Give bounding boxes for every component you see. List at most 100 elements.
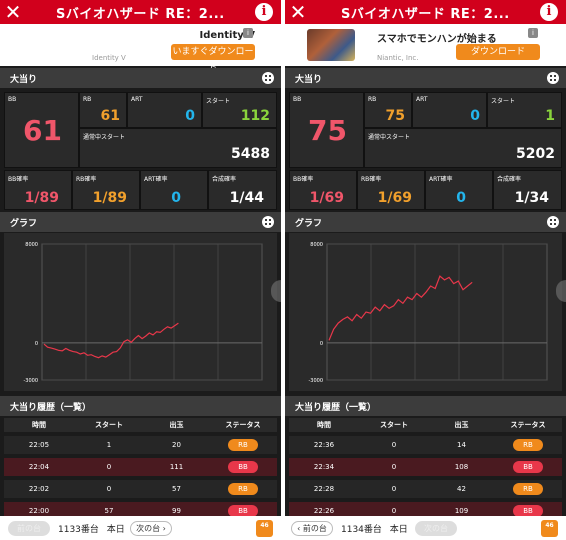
grid-menu-icon[interactable] (262, 72, 274, 84)
machine-number-text: 1133番台 (58, 525, 99, 535)
rb-count: 75 (385, 108, 405, 124)
rb-count-cell: RB 75 (364, 92, 412, 128)
history-section-title: 大当り履歴（一覧） (295, 402, 377, 413)
machine-number: 1134番台 本日 (341, 522, 408, 535)
prev-machine-button[interactable]: ‹ 前の台 (291, 521, 333, 536)
row-payout: 20 (172, 441, 181, 449)
status-badge: BB (228, 505, 258, 517)
bb-count: 61 (23, 114, 62, 147)
graph-section-title: グラフ (10, 218, 38, 229)
bb-prob-cell: BB確率 1/89 (4, 170, 72, 210)
prev-machine-button[interactable]: 前の台 (8, 521, 50, 536)
day-label: 本日 (389, 525, 408, 535)
table-row: 22:36 0 14 RB (289, 436, 562, 454)
slump-graph-svg: 8000 0 -3000 (23, 242, 263, 384)
total-prob-cell: 合成確率 1/44 (208, 170, 277, 210)
status-badge: BB (513, 505, 543, 517)
bb-prob-label: BB確率 (293, 176, 314, 183)
page-title: Sバイオハザード RE：2... (56, 6, 225, 22)
graph-section-title: グラフ (295, 218, 323, 229)
machine-number: 1133番台 本日 (58, 522, 125, 535)
ad-info-icon[interactable]: i (528, 28, 538, 38)
row-status: BB (494, 502, 562, 520)
start-count: 1 (545, 108, 555, 124)
info-icon[interactable]: i (255, 3, 273, 21)
grid-menu-icon[interactable] (547, 216, 559, 228)
status-badge: BB (228, 461, 258, 473)
row-payout: 111 (169, 463, 184, 471)
ad-title: スマホでモンハンが始まる (377, 34, 497, 45)
col-status: ステータス (225, 421, 261, 429)
status-badge: RB (228, 439, 258, 451)
col-time: 時間 (32, 421, 46, 429)
bonus-section-title: 大当り (10, 74, 38, 85)
rb-count: 61 (100, 108, 120, 124)
normal-start-cell: 通常中スタート 5488 (79, 128, 277, 168)
history-section-header: 大当り履歴（一覧） (0, 396, 281, 416)
side-scroll-handle[interactable] (271, 280, 281, 302)
close-icon[interactable]: ✕ (289, 0, 307, 24)
art-prob-cell: ART確率 0 (140, 170, 208, 210)
status-badge: RB (513, 483, 543, 495)
history-header-row: 時間 スタート 出玉 ステータス (4, 418, 277, 432)
row-payout: 57 (172, 485, 181, 493)
ad-download-button[interactable]: ダウンロード (456, 44, 540, 60)
plot-frame (41, 243, 263, 381)
row-start: 0 (391, 507, 397, 515)
ad-download-button[interactable]: いますぐダウンロード (171, 44, 255, 73)
row-time: 22:05 (28, 441, 50, 449)
grid-menu-icon[interactable] (547, 72, 559, 84)
app-logo-icon: 46 (541, 520, 558, 537)
start-count: 112 (240, 108, 270, 124)
bb-prob: 1/89 (24, 190, 59, 206)
ad-info-icon[interactable]: i (243, 28, 253, 38)
col-payout: 出玉 (169, 421, 184, 429)
table-row: 22:05 1 20 RB (4, 436, 277, 454)
ad-thumbnail (307, 29, 355, 61)
art-prob: 0 (456, 190, 466, 206)
art-count: 0 (470, 108, 480, 124)
app-logo-icon: 46 (256, 520, 273, 537)
row-time: 22:34 (313, 463, 335, 471)
side-scroll-handle[interactable] (556, 280, 566, 302)
start-label: スタート (491, 98, 516, 105)
bb-count: 75 (308, 114, 347, 147)
normal-start-count: 5488 (231, 146, 270, 162)
rb-prob: 1/89 (92, 190, 127, 206)
next-machine-button[interactable]: 次の台 › (130, 521, 172, 536)
row-payout: 108 (454, 463, 469, 471)
y-tick-label: 0 (35, 341, 38, 347)
chevron-right-icon: › (160, 524, 166, 533)
machine-number-text: 1134番台 (341, 525, 382, 535)
ad-banner[interactable]: Identity V Identity V いますぐダウンロード i (0, 24, 281, 73)
panel-divider (281, 0, 285, 540)
close-icon[interactable]: ✕ (4, 0, 22, 24)
total-prob-label: 合成確率 (212, 176, 237, 183)
slump-graph: 8000 0 -3000 (289, 233, 562, 391)
page-title: Sバイオハザード RE：2... (341, 6, 510, 22)
ad-banner[interactable]: スマホでモンハンが始まる Niantic, Inc. ダウンロード i (285, 24, 566, 66)
art-label: ART (416, 96, 428, 103)
col-start: スタート (380, 421, 408, 429)
plot-frame (326, 243, 548, 381)
next-machine-label: 次の台 (136, 524, 161, 533)
art-label: ART (131, 96, 143, 103)
day-label: 本日 (106, 525, 125, 535)
machine-panel-left: ✕ Sバイオハザード RE：2... i Identity V Identity… (0, 0, 281, 540)
grid-menu-icon[interactable] (262, 216, 274, 228)
graph-section-header: グラフ (0, 212, 281, 232)
art-prob: 0 (171, 190, 181, 206)
y-tick-label: 8000 (25, 242, 38, 248)
rb-count-cell: RB 61 (79, 92, 127, 128)
bonus-section-header: 大当り (0, 68, 281, 88)
title-bar: ✕ Sバイオハザード RE：2... i (0, 0, 281, 24)
row-status: RB (209, 436, 277, 454)
bb-prob-label: BB確率 (8, 176, 29, 183)
rb-prob: 1/69 (377, 190, 412, 206)
next-machine-button[interactable]: 次の台 (415, 521, 457, 536)
bb-prob: 1/69 (309, 190, 344, 206)
start-label: スタート (206, 98, 231, 105)
info-icon[interactable]: i (540, 3, 558, 21)
row-time: 22:26 (313, 507, 335, 515)
row-time: 22:28 (313, 485, 335, 493)
